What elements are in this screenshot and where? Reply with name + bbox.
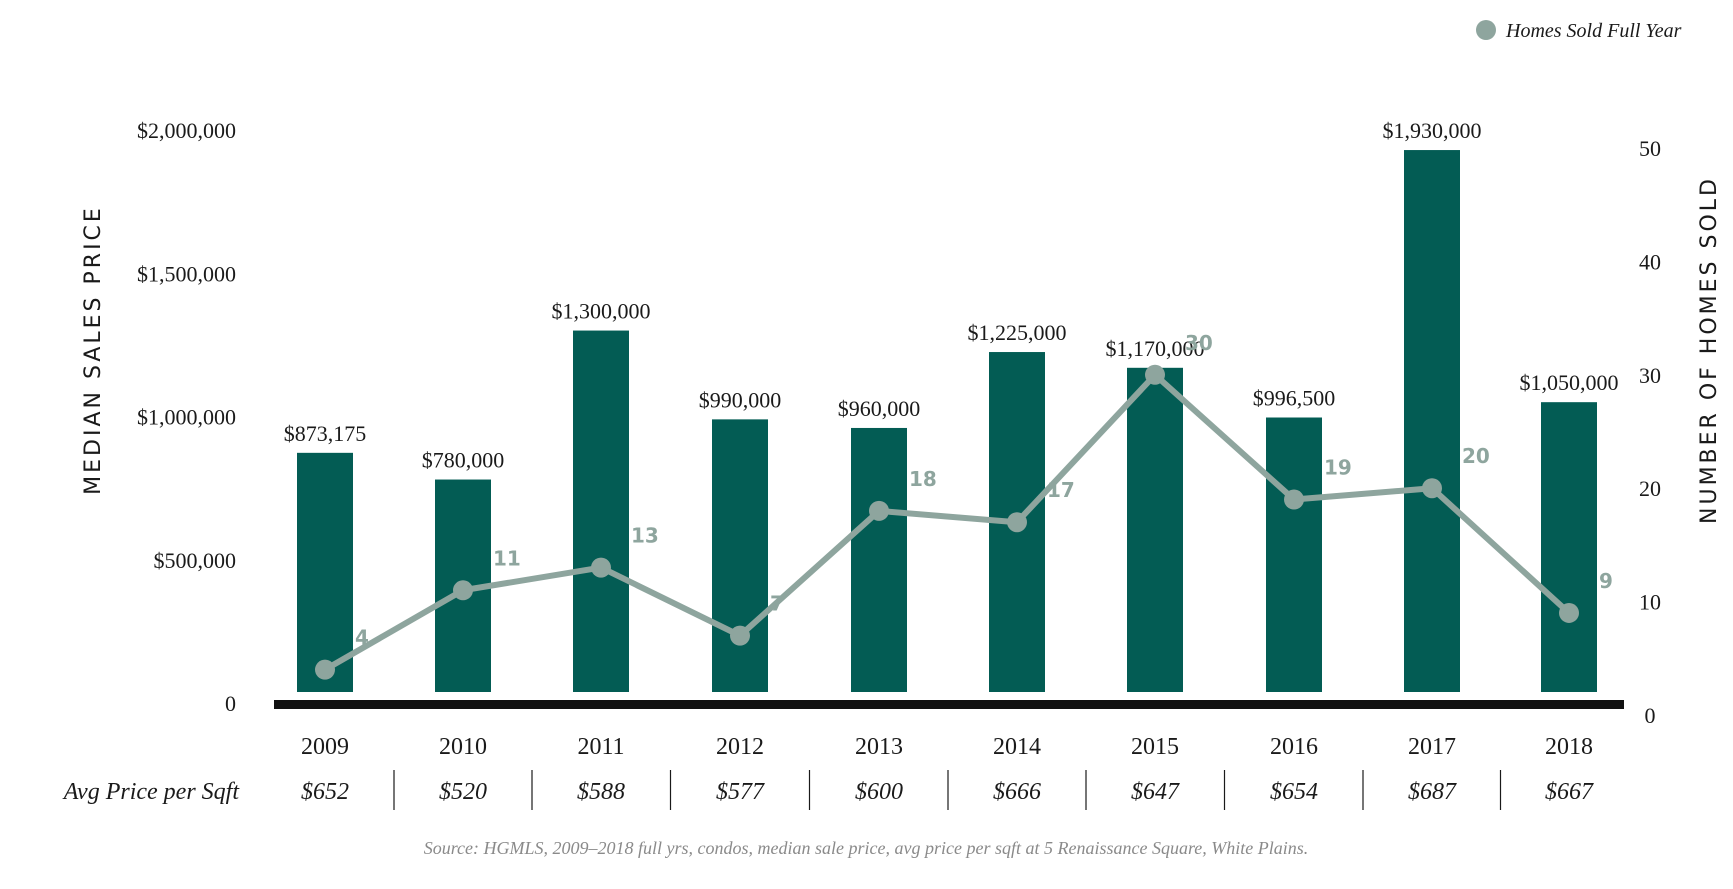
line-value-labels: 4 11 13 7 18 17 30 19 20 9 [355, 331, 1613, 650]
homes-sold-point [1007, 512, 1027, 533]
bar-value-label: $996,500 [1253, 386, 1336, 411]
bar [851, 427, 907, 692]
homes-sold-label: 20 [1462, 444, 1490, 468]
year-label: 2016 [1270, 734, 1318, 760]
homes-sold-point [1559, 602, 1579, 623]
bar-value-label: $780,000 [422, 448, 505, 473]
year-label: 2013 [855, 734, 903, 760]
bar-value-label: $1,225,000 [968, 320, 1067, 345]
sqft-value: $687 [1408, 779, 1457, 805]
bar [1404, 150, 1460, 692]
homes-sold-label: 13 [631, 524, 659, 548]
bar-value-label: $990,000 [699, 387, 782, 412]
left-tick-label: $2,000,000 [137, 118, 236, 143]
homes-sold-label: 17 [1047, 478, 1075, 502]
bar-value-label: $960,000 [838, 396, 921, 421]
homes-sold-label: 11 [493, 546, 521, 570]
sqft-value: $667 [1545, 779, 1594, 805]
year-label: 2017 [1408, 734, 1456, 760]
bar [573, 330, 629, 692]
bar-value-label: $873,175 [284, 421, 367, 446]
homes-sold-point [591, 557, 611, 578]
bar [1127, 367, 1183, 692]
sqft-row-label: Avg Price per Sqft [62, 779, 241, 805]
homes-sold-point [730, 625, 750, 646]
right-tick-label: 50 [1639, 136, 1661, 161]
left-axis-ticks: 0 $500,000 $1,000,000 $1,500,000 $2,000,000 [137, 118, 236, 716]
homes-sold-point [315, 659, 335, 680]
sqft-value: $666 [993, 779, 1041, 805]
year-label: 2014 [993, 734, 1041, 760]
right-tick-label: 20 [1639, 476, 1661, 501]
bar [1541, 402, 1597, 692]
homes-sold-label: 18 [909, 467, 937, 491]
left-tick-label: $1,500,000 [137, 261, 236, 286]
homes-sold-point [869, 500, 889, 521]
right-tick-label: 30 [1639, 363, 1661, 388]
right-axis-ticks: 0 10 20 30 40 50 [1639, 136, 1661, 728]
baseline [274, 700, 1624, 709]
sqft-value: $652 [301, 779, 349, 805]
x-axis-labels: 2009 2010 2011 2012 2013 2014 2015 2016 2017 2018 [301, 734, 1593, 760]
year-label: 2012 [716, 734, 764, 760]
left-tick-label: $500,000 [154, 548, 237, 573]
legend-label: Homes Sold Full Year [1505, 20, 1682, 42]
homes-sold-label: 19 [1324, 456, 1352, 480]
homes-sold-label: 30 [1185, 331, 1213, 355]
homes-sold-point [1284, 489, 1304, 510]
bar [1266, 417, 1322, 692]
circle-marker-icon [1476, 20, 1496, 40]
sqft-value: $654 [1270, 779, 1318, 805]
right-tick-label: 0 [1645, 703, 1656, 728]
homes-sold-label: 7 [770, 592, 784, 616]
right-tick-label: 40 [1639, 249, 1661, 274]
sqft-values: $652 $520 $588 $577 $600 $666 $647 $654 $687 $667 [301, 779, 1594, 805]
sqft-value: $600 [855, 779, 903, 805]
bar [297, 452, 353, 692]
bar [712, 419, 768, 692]
homes-sold-label: 4 [355, 626, 369, 650]
bar-value-label: $1,930,000 [1383, 118, 1482, 143]
homes-sold-point [1145, 364, 1165, 385]
year-label: 2009 [301, 734, 349, 760]
right-tick-label: 10 [1639, 590, 1661, 615]
year-label: 2015 [1131, 734, 1179, 760]
sqft-value: $577 [716, 779, 765, 805]
sqft-value: $647 [1131, 779, 1180, 805]
bar-value-label: $1,050,000 [1520, 370, 1619, 395]
bar-value-label: $1,300,000 [552, 299, 651, 324]
line-series [315, 364, 1579, 680]
left-tick-label: 0 [225, 691, 236, 716]
year-label: 2010 [439, 734, 487, 760]
bar-series [297, 150, 1597, 692]
bar-value-label: $1,170,000 [1106, 336, 1205, 361]
homes-sold-point [453, 580, 473, 601]
homes-sold-label: 9 [1599, 569, 1613, 593]
bar-value-labels: $873,175 $780,000 $1,300,000 $990,000 $960,0… [284, 118, 1619, 472]
sqft-dividers [393, 770, 1502, 810]
sqft-value: $520 [439, 779, 487, 805]
source-note: Source: HGMLS, 2009–2018 full yrs, condo… [424, 838, 1309, 858]
sqft-value: $588 [577, 779, 625, 805]
year-label: 2011 [577, 734, 624, 760]
homes-sold-point [1422, 478, 1442, 499]
legend: Homes Sold Full Year [1476, 20, 1682, 42]
left-tick-label: $1,000,000 [137, 405, 236, 430]
left-axis-title: MEDIAN SALES PRICE [81, 205, 106, 495]
year-label: 2018 [1545, 734, 1593, 760]
right-axis-title: NUMBER OF HOMES SOLD [1697, 176, 1722, 524]
homes-sold-line [323, 371, 1572, 673]
